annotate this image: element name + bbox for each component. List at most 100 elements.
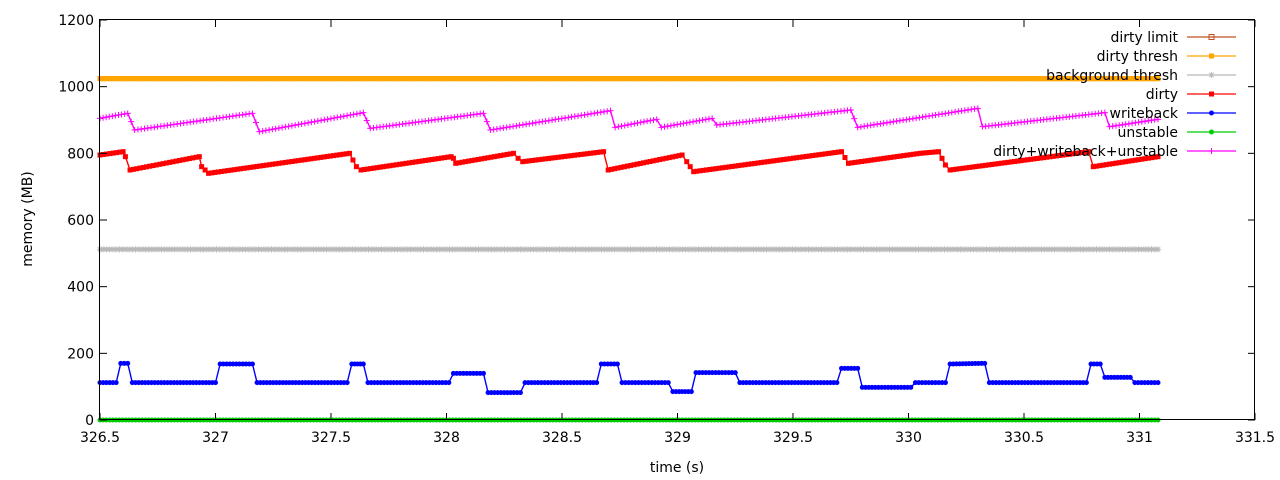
data-point	[828, 246, 835, 253]
data-point	[731, 246, 738, 253]
data-point-shape	[162, 76, 168, 82]
data-point	[909, 76, 915, 82]
data-point	[485, 246, 492, 253]
data-point-shape	[691, 169, 697, 175]
data-point-shape	[1126, 158, 1132, 164]
data-point-shape	[787, 156, 793, 162]
data-point	[854, 124, 861, 131]
data-point-shape	[555, 116, 562, 123]
data-point	[797, 154, 803, 160]
data-point-shape	[236, 76, 242, 82]
data-point	[852, 159, 858, 165]
data-point	[1136, 76, 1142, 82]
data-point	[1061, 246, 1068, 253]
data-point	[900, 117, 907, 124]
data-point	[472, 76, 478, 82]
data-point	[485, 76, 491, 82]
data-point-shape	[1041, 155, 1047, 161]
data-point-shape	[120, 149, 126, 155]
data-point	[252, 76, 258, 82]
data-point	[106, 246, 113, 253]
data-point-shape	[923, 150, 929, 156]
data-point	[666, 155, 672, 161]
data-point	[861, 76, 867, 82]
data-point	[1123, 76, 1129, 82]
data-point-shape	[229, 246, 236, 253]
data-point	[922, 76, 928, 82]
data-point	[983, 246, 990, 253]
data-point	[178, 76, 184, 82]
data-point	[273, 161, 279, 167]
data-point	[780, 76, 786, 82]
data-point-shape	[514, 76, 520, 82]
data-point-shape	[1129, 76, 1135, 82]
data-point-shape	[1071, 76, 1077, 82]
data-point-shape	[113, 76, 119, 82]
data-point	[152, 76, 158, 82]
data-point	[705, 76, 711, 82]
data-point	[527, 76, 533, 82]
data-point-shape	[155, 76, 161, 82]
data-point	[1126, 158, 1132, 164]
data-point-shape	[915, 246, 922, 253]
data-point-shape	[854, 246, 861, 253]
data-point	[344, 112, 351, 119]
data-point	[737, 246, 744, 253]
data-point	[463, 76, 469, 82]
data-point	[854, 76, 860, 82]
data-point	[928, 246, 935, 253]
data-point-shape	[971, 105, 978, 112]
data-point-shape	[1005, 159, 1011, 165]
data-point-shape	[644, 159, 650, 165]
data-point-shape	[630, 246, 637, 253]
data-point	[229, 246, 236, 253]
data-point	[837, 246, 844, 253]
data-point-shape	[644, 76, 650, 82]
data-point	[612, 124, 619, 131]
data-point-shape	[621, 246, 628, 253]
data-point	[346, 246, 353, 253]
data-point-shape	[914, 151, 920, 157]
data-point-shape	[763, 76, 769, 82]
data-point	[381, 164, 387, 170]
data-point	[774, 157, 780, 163]
data-point	[324, 116, 331, 123]
data-point	[511, 246, 518, 253]
data-point-shape	[1090, 76, 1096, 82]
data-point	[558, 115, 565, 122]
data-point-shape	[360, 109, 367, 116]
data-point	[523, 121, 530, 128]
data-point-shape	[858, 159, 864, 165]
data-point-shape	[607, 107, 614, 114]
data-point-shape	[1113, 160, 1119, 166]
data-point-shape	[459, 76, 465, 82]
data-point-shape	[279, 124, 286, 131]
data-point	[515, 155, 521, 161]
data-point	[990, 76, 996, 82]
data-point	[289, 159, 295, 165]
data-point-shape	[442, 155, 448, 161]
data-point-shape	[684, 159, 690, 165]
data-point	[109, 113, 116, 120]
data-point	[1018, 158, 1024, 164]
data-point	[1132, 157, 1138, 163]
data-point	[243, 76, 249, 82]
data-point-shape	[779, 246, 786, 253]
data-point-shape	[518, 76, 524, 82]
data-point-shape	[737, 246, 744, 253]
data-point	[1016, 76, 1022, 82]
data-point-shape	[618, 123, 625, 130]
data-point	[419, 158, 425, 164]
data-point	[1142, 156, 1148, 162]
data-point	[831, 246, 838, 253]
legend-label: dirty limit	[1110, 30, 1178, 46]
data-point	[1076, 150, 1082, 156]
data-point-shape	[1138, 246, 1145, 253]
data-point-shape	[387, 163, 393, 169]
data-point	[526, 158, 532, 164]
data-point-shape	[527, 246, 534, 253]
data-point	[903, 116, 910, 123]
data-point-shape	[382, 76, 388, 82]
data-point	[708, 76, 714, 82]
data-point	[980, 76, 986, 82]
